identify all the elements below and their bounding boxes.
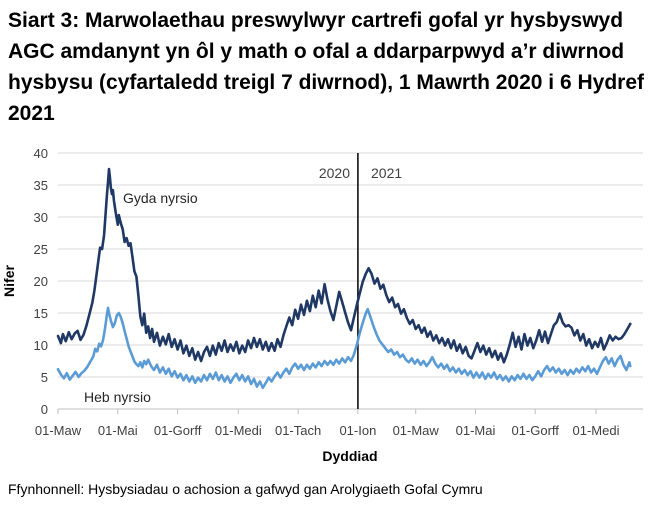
series-label-gyda-nyrsio: Gyda nyrsio [123,190,198,206]
y-tick-label: 20 [34,274,48,289]
y-tick-label: 30 [34,210,48,225]
x-tick-label: 01-Maw [393,423,440,438]
y-tick-label: 40 [34,146,48,161]
year-label-2020: 2020 [319,165,350,181]
x-axis-title: Dyddiad [322,448,377,464]
y-tick-label: 25 [34,242,48,257]
line-chart: 01-Maw 01-Mai 01-Gorff 01-Medi 01-Tach 01-Ion… [1,146,643,464]
x-tick-label: 01-Ion [339,423,376,438]
x-tick-label: 01-Mai [98,423,138,438]
x-tick-label: 01-Medi [573,423,620,438]
year-label-2021: 2021 [371,165,402,181]
source-note: Ffynhonnell: Hysbysiadau o achosion a ga… [8,481,483,497]
x-tick-label: 01-Gorff [511,423,559,438]
y-tick-label: 35 [34,178,48,193]
x-tick-label: 01-Mai [456,423,496,438]
x-tick-label: 01-Gorff [154,423,202,438]
y-tick-label: 0 [41,402,48,417]
page-title: Siart 3: Marwolaethau preswylwyr cartref… [8,9,645,125]
y-tick-label: 5 [41,370,48,385]
y-axis-title: Nifer [1,265,17,297]
series-label-heb-nyrsio: Heb nyrsio [84,389,151,405]
y-tick-label: 15 [34,306,48,321]
x-tick-label: 01-Medi [215,423,262,438]
series-line-gyda-nyrsio [56,167,632,364]
series-line-heb-nyrsio [56,306,632,390]
y-tick-label: 10 [34,338,48,353]
x-tick-label: 01-Tach [275,423,321,438]
x-tick-label: 01-Maw [35,423,82,438]
